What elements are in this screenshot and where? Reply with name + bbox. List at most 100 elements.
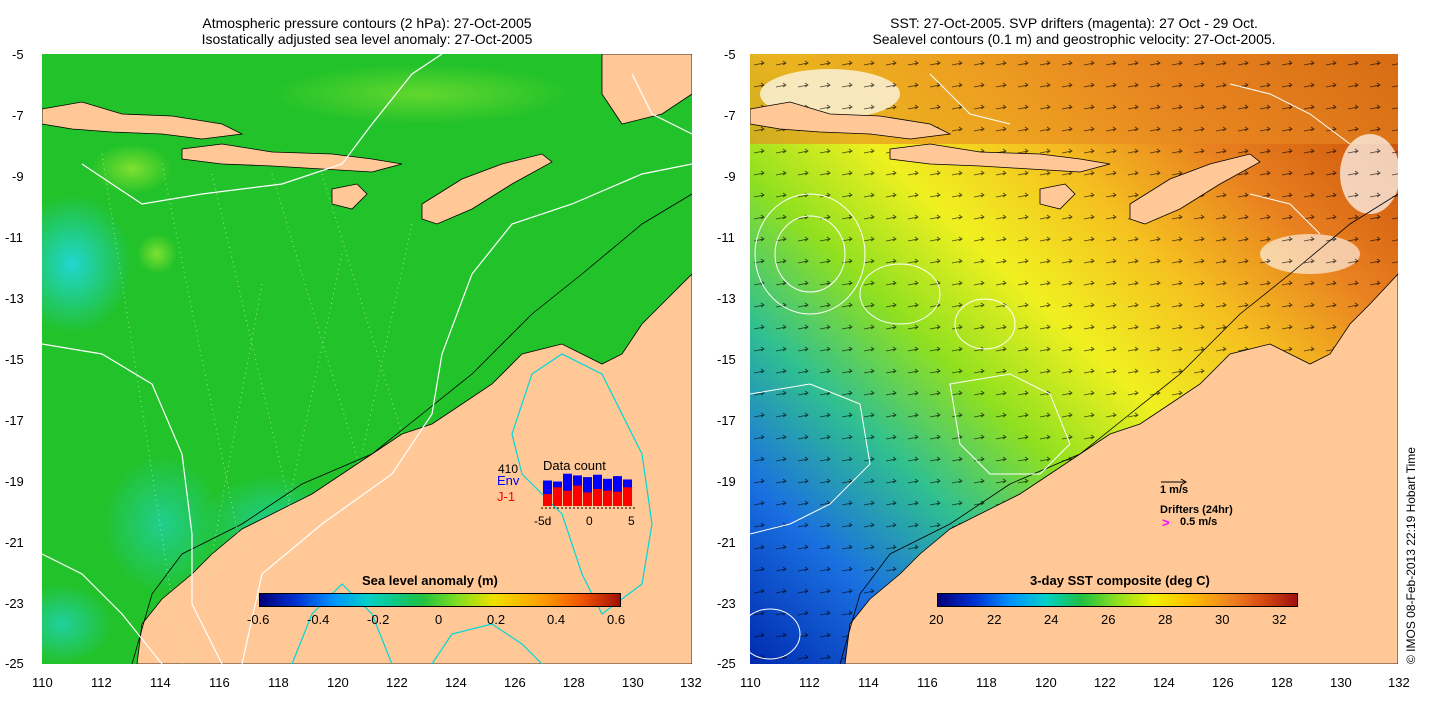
- right-ytick: -7: [724, 108, 736, 123]
- right-ytick: -15: [717, 352, 736, 367]
- data-count-title: Data count: [543, 458, 606, 473]
- right-xtick: 122: [1094, 675, 1116, 690]
- left-ytick: -7: [12, 108, 24, 123]
- sealevel-contours: [750, 73, 1351, 660]
- left-xtick: 116: [209, 675, 230, 690]
- cyan-contour: [511, 353, 653, 615]
- left-cbar-label: -0.2: [367, 612, 390, 627]
- right-xtick: 114: [858, 675, 879, 690]
- left-xtick: 132: [680, 675, 702, 690]
- right-xtick: 128: [1271, 675, 1293, 690]
- left-xtick: 118: [268, 675, 289, 690]
- bathymetry-contour: [131, 193, 692, 664]
- left-xtick: 122: [386, 675, 408, 690]
- env-count-bar: [543, 480, 552, 506]
- right-ytick: -13: [717, 291, 736, 306]
- left-ytick: -9: [12, 169, 24, 184]
- right-title: SST: 27-Oct-2005. SVP drifters (magenta)…: [750, 15, 1398, 47]
- j1-count-bar: [613, 491, 622, 506]
- right-cbar-label: 20: [929, 612, 944, 627]
- land-timor: [1129, 153, 1261, 225]
- drifters-legend-label: Drifters (24hr): [1160, 504, 1233, 516]
- right-xtick: 112: [799, 675, 820, 690]
- left-map[interactable]: [42, 54, 692, 664]
- left-colorbar-title: Sea level anomaly (m): [362, 573, 498, 588]
- env-count-bar: [563, 473, 572, 506]
- left-title: Atmospheric pressure contours (2 hPa): 2…: [42, 15, 692, 47]
- right-colorbar: [937, 593, 1298, 607]
- left-ytick: -21: [5, 535, 24, 550]
- left-ytick: -15: [5, 352, 24, 367]
- data-count-xlabel: -5d: [534, 514, 552, 528]
- left-ytick: -25: [5, 656, 24, 671]
- j1-count-bar: [593, 489, 602, 506]
- bathymetry-contour: [839, 193, 1398, 664]
- j1-count-bar: [543, 494, 552, 506]
- right-xtick: 126: [1212, 675, 1234, 690]
- right-ytick: -21: [717, 535, 736, 550]
- right-xtick: 116: [917, 675, 938, 690]
- right-xtick: 132: [1388, 675, 1410, 690]
- land-sunda-islands: [889, 143, 1111, 173]
- land-sumba: [1039, 183, 1076, 210]
- left-colorbar: [259, 593, 621, 607]
- j1-count-bar: [603, 490, 612, 506]
- drifter-symbol-icon: >: [1162, 515, 1170, 530]
- left-cbar-label: -0.4: [307, 612, 330, 627]
- right-ytick: -17: [717, 413, 736, 428]
- data-count-j1-label: J-1: [497, 489, 516, 504]
- pressure-contour-1: [42, 343, 223, 664]
- right-cbar-label: 30: [1215, 612, 1230, 627]
- right-map[interactable]: [750, 54, 1398, 664]
- copyright-text: © IMOS 08-Feb-2013 22:19 Hobart Time: [1404, 447, 1418, 664]
- right-xtick: 118: [976, 675, 997, 690]
- left-xtick: 130: [622, 675, 644, 690]
- right-ytick: -9: [724, 169, 736, 184]
- right-cbar-label: 32: [1272, 612, 1287, 627]
- left-xtick: 110: [32, 675, 53, 690]
- right-xtick: 130: [1330, 675, 1352, 690]
- left-ytick: -19: [5, 474, 24, 489]
- j1-count-bar: [553, 487, 562, 506]
- left-ytick: -23: [5, 596, 24, 611]
- left-xtick: 120: [327, 675, 349, 690]
- left-xtick: 126: [504, 675, 526, 690]
- j1-count-bar: [623, 487, 632, 506]
- velocity-scale-label: 1 m/s: [1160, 484, 1189, 496]
- data-count-bars: [541, 473, 635, 509]
- j1-count-bar: [573, 485, 582, 506]
- right-cbar-label: 26: [1101, 612, 1116, 627]
- right-xtick: 124: [1153, 675, 1175, 690]
- velocity-arrow-icon: [1161, 478, 1187, 486]
- data-count-env-label: Env: [497, 473, 520, 488]
- left-cbar-label: -0.6: [247, 612, 270, 627]
- right-xtick: 110: [740, 675, 761, 690]
- j1-count-bar: [583, 492, 592, 506]
- pressure-contour-2: [241, 163, 692, 664]
- left-cbar-label: 0: [435, 612, 443, 627]
- right-ytick: -25: [717, 656, 736, 671]
- land-java: [42, 101, 244, 140]
- right-cbar-label: 24: [1044, 612, 1059, 627]
- left-ytick: -11: [5, 230, 23, 245]
- land-timor: [421, 153, 553, 225]
- land-java: [750, 101, 952, 140]
- env-count-bar: [613, 476, 622, 506]
- left-ytick: -17: [5, 413, 24, 428]
- left-cbar-label: 0.2: [487, 612, 506, 627]
- right-ytick: -11: [717, 230, 735, 245]
- land-sunda-islands: [181, 143, 403, 173]
- left-title-line1: Atmospheric pressure contours (2 hPa): 2…: [202, 15, 532, 31]
- sst-map: [750, 54, 1398, 664]
- right-title-line1: SST: 27-Oct-2005. SVP drifters (magenta)…: [890, 15, 1258, 31]
- right-xtick: 120: [1035, 675, 1057, 690]
- left-title-line2: Isostatically adjusted sea level anomaly…: [201, 31, 533, 47]
- right-colorbar-title: 3-day SST composite (deg C): [1030, 573, 1210, 588]
- data-count-max: 410: [498, 462, 519, 476]
- env-count-bar: [583, 477, 592, 506]
- j1-count-bar: [563, 490, 572, 506]
- land-sumba: [331, 183, 368, 210]
- left-xtick: 128: [563, 675, 585, 690]
- left-cbar-label: 0.6: [607, 612, 626, 627]
- right-ytick: -5: [724, 47, 736, 62]
